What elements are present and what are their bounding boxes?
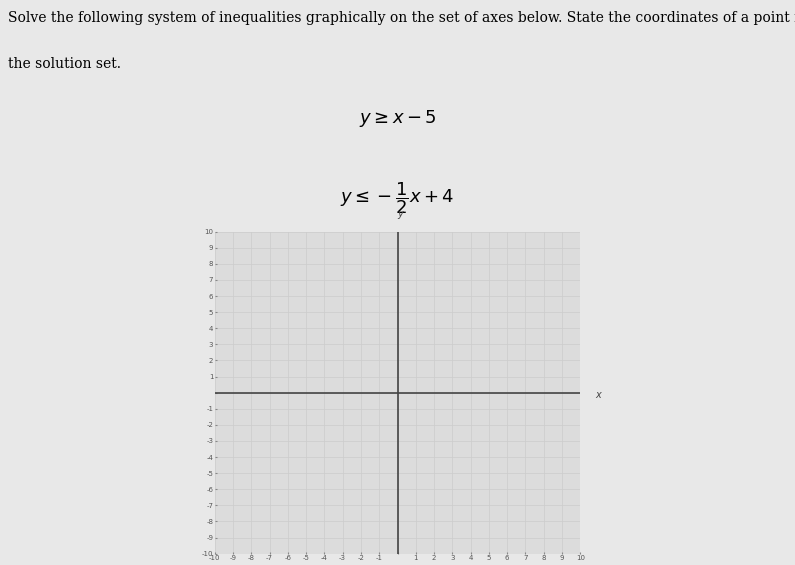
Text: the solution set.: the solution set. [8,56,121,71]
Text: x: x [595,390,601,400]
Text: $y \leq -\dfrac{1}{2}x + 4$: $y \leq -\dfrac{1}{2}x + 4$ [340,181,455,216]
Text: Solve the following system of inequalities graphically on the set of axes below.: Solve the following system of inequaliti… [8,11,795,25]
Text: $y \geq x - 5$: $y \geq x - 5$ [359,108,436,129]
Text: y: y [398,209,403,219]
